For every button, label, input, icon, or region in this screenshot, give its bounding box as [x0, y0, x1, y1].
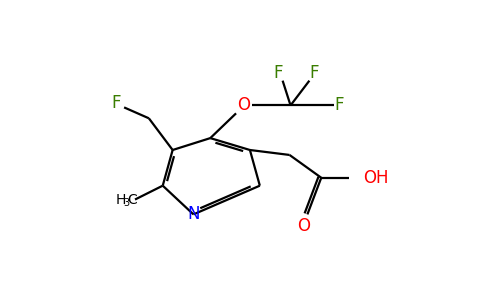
Text: F: F: [310, 64, 319, 82]
Text: F: F: [111, 94, 121, 112]
Text: F: F: [334, 96, 344, 114]
Text: O: O: [297, 217, 310, 235]
Text: H: H: [116, 193, 126, 206]
Text: O: O: [238, 96, 251, 114]
Text: C: C: [127, 193, 137, 206]
Text: 3: 3: [123, 197, 129, 208]
Text: N: N: [187, 206, 200, 224]
Text: F: F: [273, 64, 283, 82]
Text: OH: OH: [363, 169, 388, 187]
